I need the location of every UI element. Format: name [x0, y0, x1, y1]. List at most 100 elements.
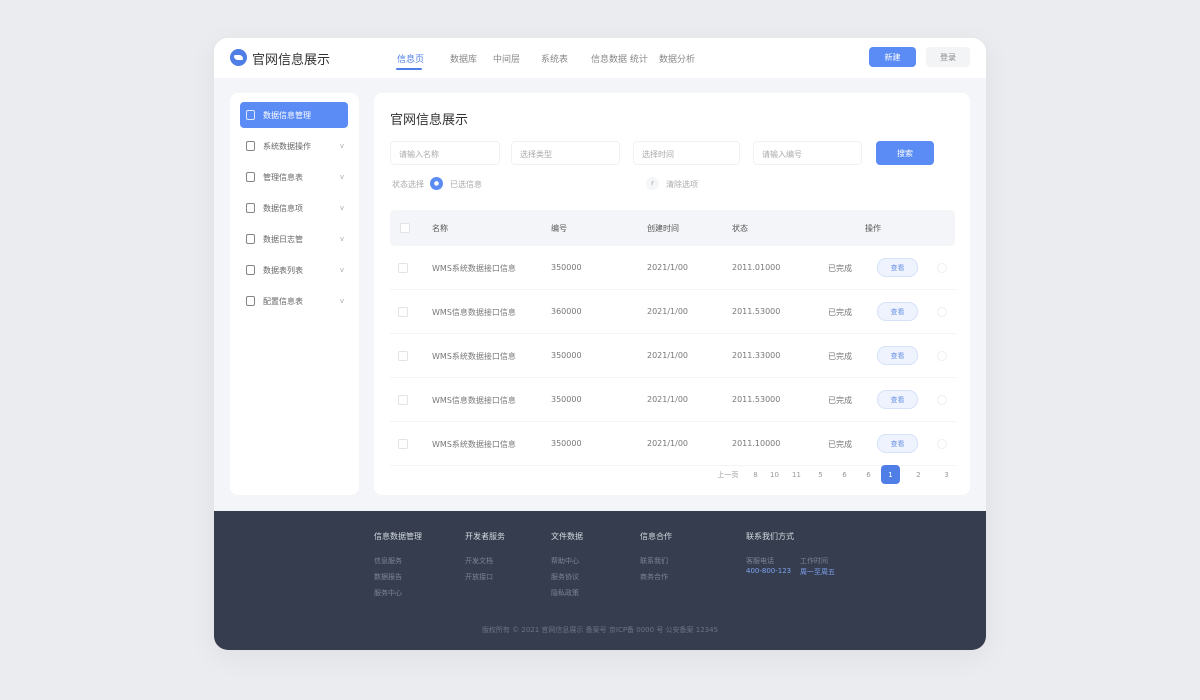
page-button[interactable]: 6	[842, 470, 847, 479]
table-cell: 2021/1/00	[647, 395, 689, 404]
table-cell: 2021/1/00	[647, 263, 689, 272]
footer-link[interactable]: 服务中心	[374, 589, 402, 597]
sidebar-item[interactable]: 数据信息项 v	[240, 195, 348, 221]
view-button[interactable]: 查看	[877, 302, 918, 321]
table-cell: 2021/1/00	[647, 439, 689, 448]
page-button[interactable]: 11	[792, 470, 801, 479]
table-cell: 350000	[551, 263, 582, 272]
table-cell: 已完成	[828, 308, 852, 317]
table-cell: 已完成	[828, 396, 852, 405]
sidebar-item[interactable]: 系统数据操作 v	[240, 133, 348, 159]
footer-link[interactable]: 联系我们	[640, 557, 668, 565]
view-button[interactable]: 查看	[877, 258, 918, 277]
page-button[interactable]: 8	[753, 470, 758, 479]
sidebar-item[interactable]: 数据日志管 v	[240, 226, 348, 252]
column-header: 编号	[551, 224, 567, 233]
app-window: 官网信息展示 信息页 数据库 中间层 系统表 信息数据 统计 数据分析 新建 登…	[214, 38, 986, 650]
page-button[interactable]: 上一页	[717, 470, 739, 479]
view-button[interactable]: 查看	[877, 434, 918, 453]
folder-icon	[246, 234, 255, 244]
table-row: WMS系统数据接口信息 350000 2021/1/00 2011.01000 已完成 查…	[390, 246, 955, 290]
sidebar-item-label: 系统数据操作	[263, 141, 311, 151]
table-row: WMS系统数据接口信息 350000 2021/1/00 2011.10000 已完成 查…	[390, 422, 955, 466]
footer-link[interactable]: 隐私政策	[551, 589, 579, 597]
page-button[interactable]: 6	[866, 470, 871, 479]
filter-value[interactable]: 已选信息	[450, 180, 482, 189]
more-icon[interactable]	[937, 351, 947, 361]
nav-item[interactable]: 系统表	[541, 55, 569, 65]
page-button[interactable]: 1	[881, 465, 900, 484]
copyright: 版权所有 © 2021 官网信息展示 备案号 京ICP备 0000 号 公安备案…	[481, 626, 719, 634]
nav-item[interactable]: 信息数据 统计	[591, 55, 648, 65]
footer-link[interactable]: 帮助中心	[551, 557, 579, 565]
footer-heading: 联系我们方式	[746, 532, 794, 541]
column-header: 操作	[865, 224, 881, 233]
login-button[interactable]: 登录	[926, 47, 970, 67]
more-icon[interactable]	[937, 263, 947, 273]
row-checkbox[interactable]	[398, 263, 408, 273]
footer-link[interactable]: 开发文档	[465, 557, 493, 565]
column-header: 状态	[732, 224, 748, 233]
name-input[interactable]: 请输入名称	[390, 141, 500, 165]
table-cell: 350000	[551, 395, 582, 404]
more-icon[interactable]	[937, 395, 947, 405]
page-button[interactable]: 2	[916, 470, 921, 479]
table-cell: 已完成	[828, 352, 852, 361]
top-header: 官网信息展示 信息页 数据库 中间层 系统表 信息数据 统计 数据分析 新建 登…	[214, 38, 986, 78]
view-button[interactable]: 查看	[877, 390, 918, 409]
sidebar-item-label: 管理信息表	[263, 172, 303, 182]
view-button[interactable]: 查看	[877, 346, 918, 365]
footer-heading: 信息数据管理	[374, 532, 422, 541]
footer-link[interactable]: 信息服务	[374, 557, 402, 565]
phone-link[interactable]: 400-800-123	[746, 567, 792, 575]
table-cell: 2011.53000	[732, 307, 781, 316]
nav-item[interactable]: 数据库	[450, 55, 478, 65]
column-header: 创建时间	[647, 224, 679, 233]
sidebar-item-label: 数据信息项	[263, 203, 303, 213]
sidebar-item[interactable]: 数据表列表 v	[240, 257, 348, 283]
nav-item[interactable]: 中间层	[493, 55, 521, 65]
footer-link[interactable]: 数据报告	[374, 573, 402, 581]
type-select[interactable]: 选择类型	[511, 141, 620, 165]
column-header: 名称	[432, 224, 448, 233]
footer-text: 客服电话	[746, 557, 774, 565]
logo-icon	[230, 49, 247, 66]
sidebar-item[interactable]: 管理信息表 v	[240, 164, 348, 190]
row-checkbox[interactable]	[398, 351, 408, 361]
radio-selected-icon[interactable]: ●	[430, 177, 443, 190]
sidebar-item-label: 数据表列表	[263, 265, 303, 275]
footer-heading: 信息合作	[640, 532, 672, 541]
table-cell: 已完成	[828, 440, 852, 449]
footer-link[interactable]: 开放接口	[465, 573, 493, 581]
more-icon[interactable]	[937, 307, 947, 317]
more-icon[interactable]	[937, 439, 947, 449]
nav-item[interactable]: 数据分析	[659, 55, 696, 65]
row-checkbox[interactable]	[398, 395, 408, 405]
row-checkbox[interactable]	[398, 307, 408, 317]
select-all-checkbox[interactable]	[400, 223, 410, 233]
chart-icon	[246, 172, 255, 182]
time-select[interactable]: 选择时间	[633, 141, 740, 165]
footer-link[interactable]: 商务合作	[640, 573, 668, 581]
clear-filter[interactable]: 清除选项	[666, 180, 698, 189]
document-icon	[246, 110, 255, 120]
page-button[interactable]: 3	[944, 470, 949, 479]
table-cell: 350000	[551, 351, 582, 360]
chevron-down-icon: v	[339, 297, 344, 305]
id-input[interactable]: 请输入编号	[753, 141, 862, 165]
chevron-down-icon: v	[339, 235, 344, 243]
footer-link[interactable]: 服务协议	[551, 573, 579, 581]
table-cell: 360000	[551, 307, 582, 316]
nav-item[interactable]: 信息页	[397, 55, 425, 65]
search-button[interactable]: 搜索	[876, 141, 934, 165]
table-row: WMS系统数据接口信息 350000 2021/1/00 2011.33000 已完成 查…	[390, 334, 955, 378]
table-icon	[246, 296, 255, 306]
row-checkbox[interactable]	[398, 439, 408, 449]
page-button[interactable]: 10	[770, 470, 779, 479]
sidebar-item[interactable]: 数据信息管理	[240, 102, 348, 128]
clear-icon[interactable]: r	[646, 177, 659, 190]
new-button[interactable]: 新建	[869, 47, 916, 67]
table-cell: 2011.53000	[732, 395, 781, 404]
sidebar-item[interactable]: 配置信息表 v	[240, 288, 348, 314]
page-button[interactable]: 5	[818, 470, 823, 479]
